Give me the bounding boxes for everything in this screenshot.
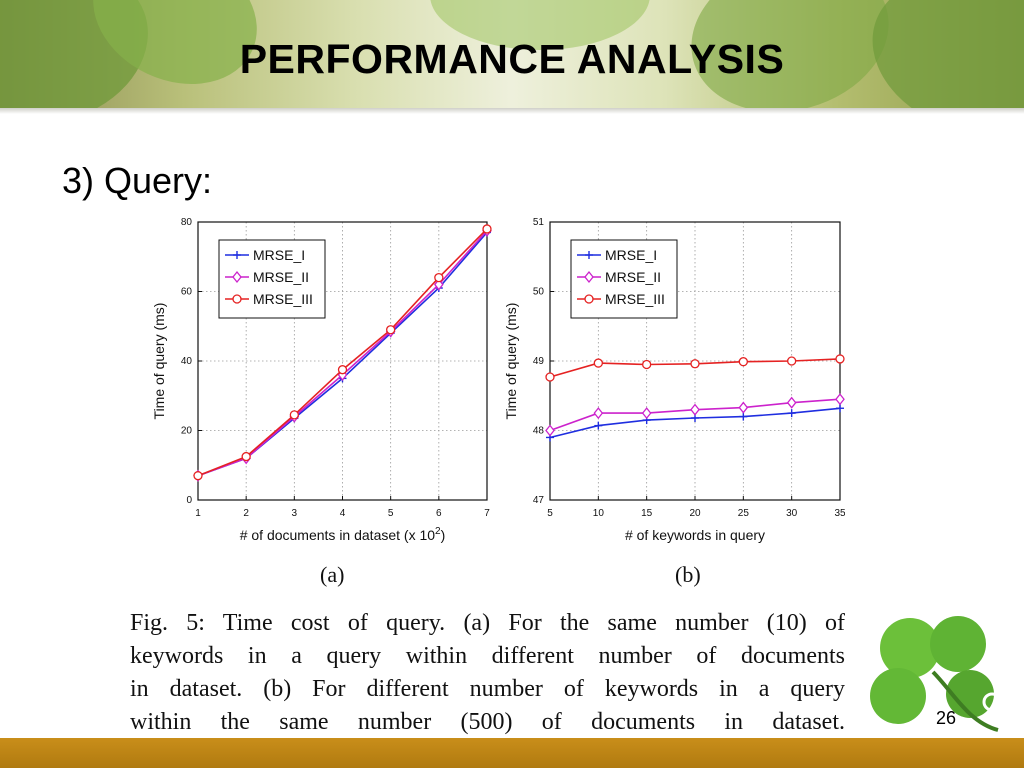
legend-label: MRSE_III xyxy=(605,291,665,307)
x-tick-label: 5 xyxy=(547,508,553,519)
data-point xyxy=(289,410,299,420)
slide-number: 26 xyxy=(936,708,957,728)
data-point xyxy=(545,424,555,437)
data-point xyxy=(434,272,444,283)
clover-leaf xyxy=(946,670,994,718)
x-tick-label: 6 xyxy=(436,508,442,519)
caption-line: Fig. 5: Time cost of query. (a) For the … xyxy=(130,610,845,636)
data-point xyxy=(641,407,652,420)
data-point xyxy=(193,471,203,481)
figure-caption: Fig. 5: Time cost of query. (a) For the … xyxy=(130,607,845,739)
x-tick-label: 35 xyxy=(834,508,845,519)
data-point xyxy=(593,407,604,420)
section-heading: 3) Query: xyxy=(62,160,213,201)
data-point xyxy=(738,357,748,367)
data-point xyxy=(690,403,700,416)
y-tick-label: 47 xyxy=(533,495,545,506)
y-tick-label: 50 xyxy=(533,287,545,298)
slide-title: PERFORMANCE ANALYSIS xyxy=(239,36,785,82)
x-tick-label: 1 xyxy=(195,508,201,519)
x-axis-label: # of documents in dataset (x 102) xyxy=(240,526,446,543)
caption-line: keywords in a query within different num… xyxy=(130,643,845,669)
data-point xyxy=(835,393,845,406)
figure: 0 20 40 60 80 1 2 3 4 5 6 7 # of documents in datase… xyxy=(130,212,845,742)
caption-line: in dataset. (b) For different number of … xyxy=(130,676,845,702)
charts-svg: 0 20 40 60 80 1 2 3 4 5 6 7 # of documents in datase… xyxy=(151,217,845,543)
data-point xyxy=(690,359,700,369)
clover-logo xyxy=(870,616,1002,732)
x-tick-label: 20 xyxy=(689,508,701,519)
legend-label: MRSE_II xyxy=(605,269,661,285)
y-tick-label: 20 xyxy=(181,426,193,437)
header-banner: PERFORMANCE ANALYSIS xyxy=(0,0,1024,108)
y-tick-label: 0 xyxy=(186,495,192,506)
data-point xyxy=(738,401,749,414)
data-point xyxy=(787,356,797,366)
sublabel-a: (a) xyxy=(320,562,345,587)
y-tick-label: 80 xyxy=(181,217,193,228)
legend-label: MRSE_I xyxy=(605,247,657,263)
data-point xyxy=(386,325,396,335)
footer-bar xyxy=(0,738,1024,768)
data-point xyxy=(482,224,492,234)
data-point xyxy=(593,358,603,368)
legend-marker xyxy=(584,270,594,284)
y-axis-label: Time of query (ms) xyxy=(151,303,167,420)
legend-label: MRSE_I xyxy=(253,247,305,263)
x-tick-label: 3 xyxy=(292,508,298,519)
legend-marker xyxy=(584,294,594,304)
clover-swirl xyxy=(982,692,1002,712)
caption-line: within the same number (500) of document… xyxy=(130,709,845,735)
x-tick-label: 15 xyxy=(641,508,653,519)
x-tick-label: 25 xyxy=(738,508,750,519)
legend-marker xyxy=(232,270,242,284)
clover-stem xyxy=(931,670,999,732)
data-point xyxy=(434,278,444,291)
x-tick-label: 10 xyxy=(593,508,605,519)
clover-leaf xyxy=(930,616,986,672)
data-point xyxy=(241,451,251,462)
x-axis-label: # of keywords in query xyxy=(625,527,765,543)
x-tick-label: 4 xyxy=(340,508,346,519)
banner-divider xyxy=(0,108,1024,114)
data-point xyxy=(835,354,845,364)
x-tick-label: 7 xyxy=(484,508,490,519)
data-point xyxy=(642,359,652,370)
y-tick-label: 60 xyxy=(181,287,193,298)
x-tick-label: 30 xyxy=(786,508,798,519)
legend-label: MRSE_II xyxy=(253,269,309,285)
legend-marker xyxy=(232,294,242,304)
x-tick-label: 2 xyxy=(243,508,249,519)
clover-leaf xyxy=(870,668,926,724)
plot-frame xyxy=(197,221,488,501)
clover-leaf xyxy=(880,618,940,678)
x-tick-label: 5 xyxy=(388,508,394,519)
data-point xyxy=(545,372,555,382)
y-tick-label: 51 xyxy=(533,217,545,228)
y-tick-label: 40 xyxy=(181,356,193,367)
data-point xyxy=(786,396,797,409)
data-point xyxy=(337,365,348,375)
y-axis-label: Time of query (ms) xyxy=(503,303,519,420)
legend-label: MRSE_III xyxy=(253,291,313,307)
sublabel-b: (b) xyxy=(675,562,701,587)
y-tick-label: 49 xyxy=(533,356,545,367)
y-tick-label: 48 xyxy=(533,426,545,437)
